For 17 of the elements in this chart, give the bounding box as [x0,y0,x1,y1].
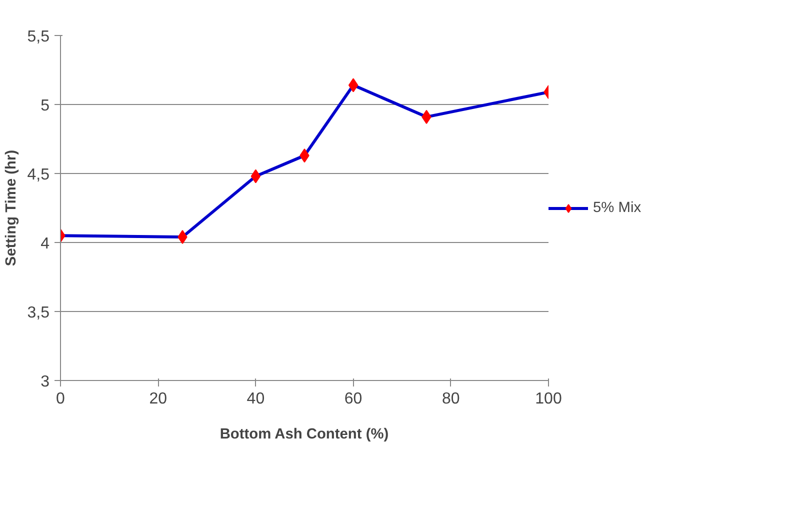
point [348,78,358,92]
y-tick-label: 3 [40,374,50,390]
x-tick-label: 20 [149,390,168,408]
y-tick-label: 4 [40,236,50,252]
point [250,169,261,184]
x-axis-title: Bottom Ash Content (%) [220,426,389,442]
x-tick-label: 60 [344,390,362,408]
x-tick-label: 40 [246,390,265,408]
y-tick-label: 4,5 [27,166,50,184]
x-tick-label: 80 [442,390,460,408]
y-tick-label: 3,5 [27,304,50,322]
y-tick-label: 5 [40,98,50,114]
x-tick-label: 0 [56,390,66,408]
legend-label: 5% Mix [593,200,642,216]
y-axis-title: Setting Time (hr) [3,150,20,266]
x-tick-label: 100 [535,390,562,408]
y-tick-label: 5,5 [27,28,50,46]
